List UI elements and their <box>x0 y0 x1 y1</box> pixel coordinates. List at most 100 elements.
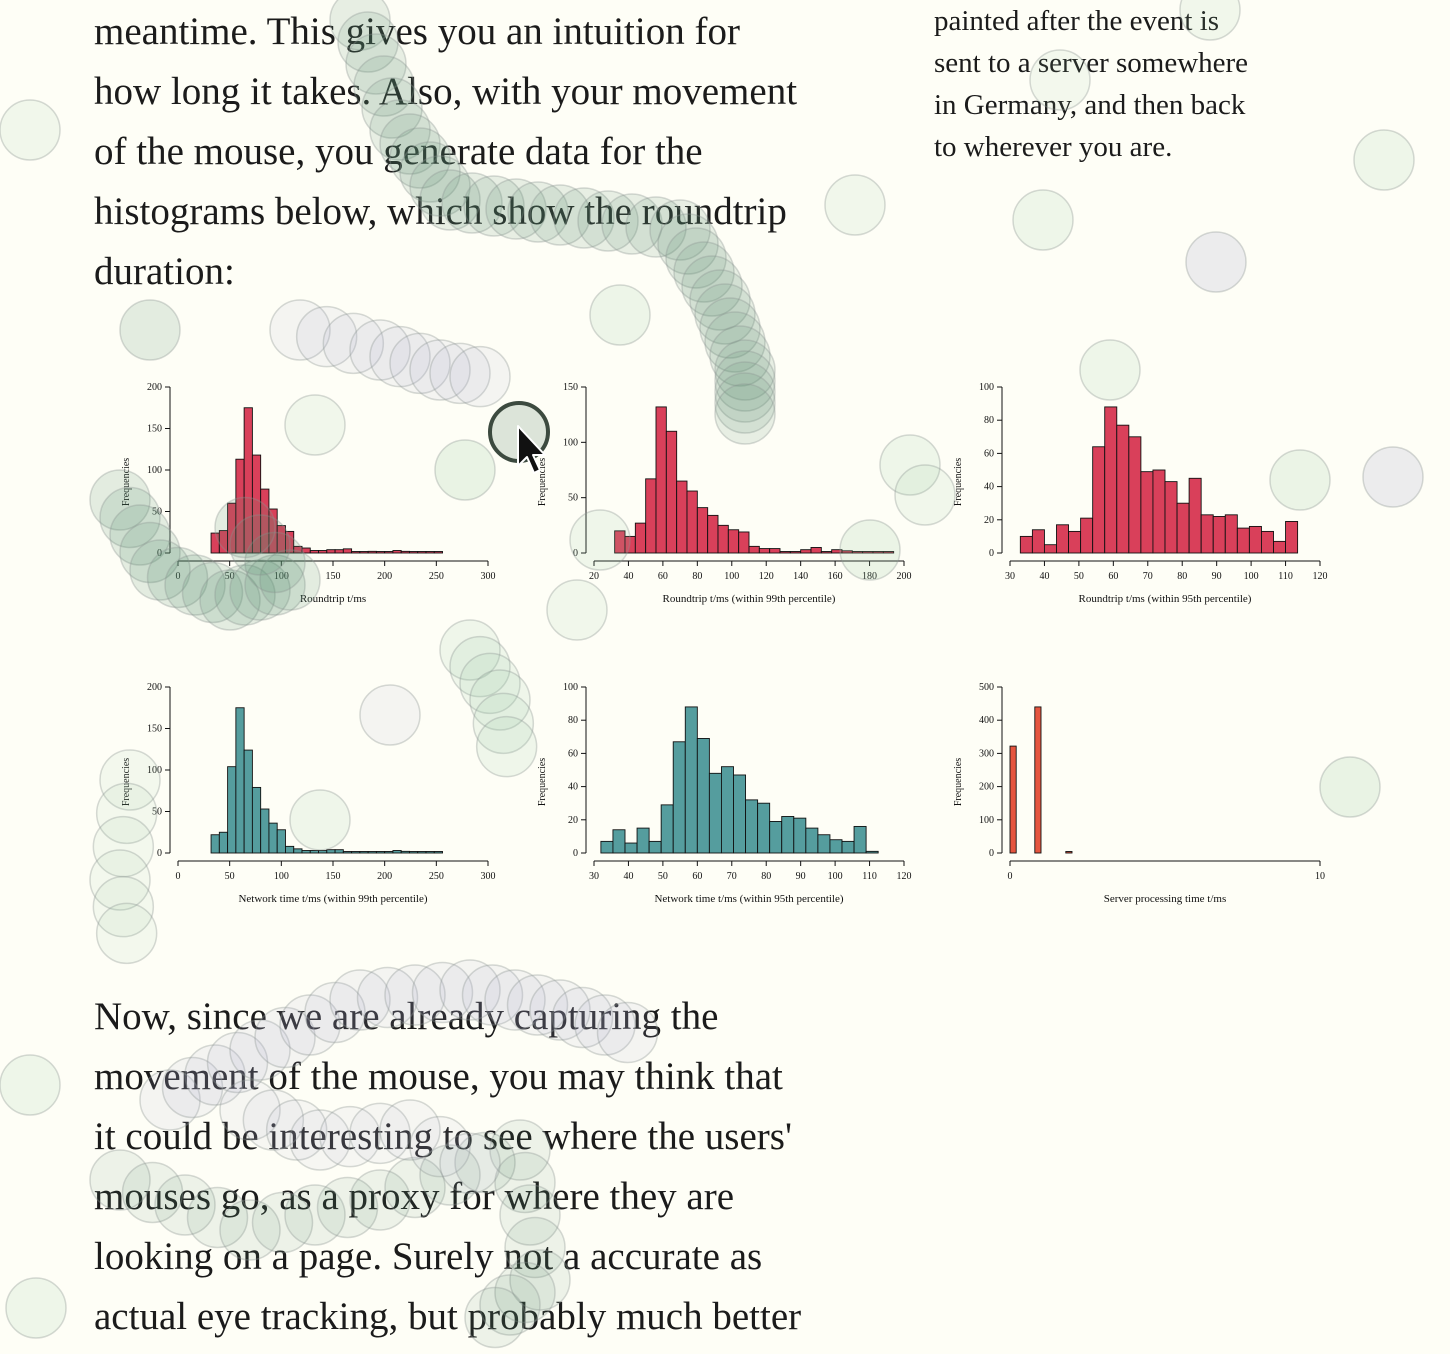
y-tick-label: 60 <box>568 748 578 759</box>
histogram-bar <box>276 829 286 854</box>
histogram-bar <box>293 848 303 854</box>
histogram-bar <box>251 454 262 554</box>
x-axis-label: Roundtrip t/ms <box>300 593 366 605</box>
y-tick-label: 400 <box>979 715 994 726</box>
y-tick-label: 0 <box>157 848 162 859</box>
x-tick-label: 250 <box>429 871 444 882</box>
y-tick-label: 60 <box>984 448 994 459</box>
y-tick-label: 100 <box>147 765 162 776</box>
histogram-bar <box>409 851 419 854</box>
paragraph-line: histograms below, which show the roundtr… <box>94 190 787 233</box>
x-tick-label: 100 <box>828 871 843 882</box>
histogram-bar <box>1260 530 1274 554</box>
paragraph-line: duration: <box>94 250 235 293</box>
trail-dot <box>295 305 358 368</box>
histogram-bar <box>1068 530 1082 554</box>
histogram-bar <box>1104 406 1118 554</box>
histogram-bar <box>285 845 295 854</box>
paragraph-mouse-tracking: Now, since we are already capturing the … <box>94 987 874 1347</box>
histogram-bar <box>676 480 688 554</box>
histogram-bar <box>800 549 812 554</box>
histogram-bar <box>243 407 253 554</box>
x-tick-label: 20 <box>589 571 599 582</box>
y-axis-label: Frequencies <box>953 758 964 806</box>
x-tick-label: 110 <box>862 871 877 882</box>
trail-dot <box>1185 231 1247 293</box>
trail-dot <box>269 299 331 361</box>
sidenote-line: sent to a server somewhere <box>934 47 1249 79</box>
trail-dot <box>119 299 181 361</box>
y-tick-label: 80 <box>984 415 994 426</box>
histogram-bar <box>301 850 311 854</box>
y-tick-label: 80 <box>568 715 578 726</box>
x-axis-label: Roundtrip t/ms (within 95th percentile) <box>1079 593 1252 605</box>
histogram-bar <box>717 524 729 554</box>
y-tick-label: 20 <box>984 515 994 526</box>
histogram-bar <box>634 522 647 554</box>
histogram-bar <box>334 549 344 554</box>
x-tick-label: 50 <box>225 871 235 882</box>
histogram-bar <box>367 851 377 854</box>
sidenote-line: in Germany, and then back <box>934 89 1246 121</box>
histogram-bar <box>636 827 650 854</box>
histogram-bar <box>612 829 626 854</box>
histogram-bar <box>326 849 336 854</box>
histogram-bar <box>326 549 336 554</box>
histogram-bar <box>1273 540 1287 554</box>
histogram-bar <box>655 406 667 554</box>
mouse-pointer-icon <box>488 401 550 474</box>
histogram-bar <box>769 821 783 854</box>
histogram-bar <box>696 507 709 554</box>
x-tick-label: 70 <box>727 871 737 882</box>
histogram-bar <box>793 817 807 854</box>
histogram-bar <box>433 851 443 854</box>
y-tick-label: 0 <box>573 548 578 559</box>
histogram-bar <box>268 822 278 854</box>
histogram-bar <box>227 502 237 554</box>
histogram-bar <box>1224 514 1238 554</box>
histogram-bar <box>1065 851 1073 854</box>
histogram-bar <box>614 530 626 554</box>
histogram-bar <box>1116 424 1130 554</box>
x-axis-label: Network time t/ms (within 95th percentil… <box>654 893 843 905</box>
histogram-bar <box>268 508 278 554</box>
histogram-bar <box>696 738 710 854</box>
x-tick-label: 50 <box>1074 571 1084 582</box>
histogram-bar <box>409 551 419 554</box>
x-tick-label: 0 <box>176 871 181 882</box>
x-tick-label: 30 <box>589 871 599 882</box>
x-tick-label: 100 <box>1244 571 1259 582</box>
histogram-bar <box>210 532 220 554</box>
x-tick-label: 30 <box>1005 571 1015 582</box>
histogram-bar <box>1009 745 1017 854</box>
x-tick-label: 200 <box>897 571 912 582</box>
histogram-bar <box>727 529 740 554</box>
histogram-bar <box>218 831 229 854</box>
y-axis-label: Frequencies <box>537 458 548 506</box>
histogram-bar <box>367 550 377 554</box>
histogram-bar <box>1188 477 1202 554</box>
y-tick-label: 150 <box>147 424 162 435</box>
histogram-bar <box>1248 525 1262 554</box>
y-tick-label: 50 <box>568 493 578 504</box>
x-tick-label: 70 <box>1143 571 1153 582</box>
histogram-bar <box>318 550 328 554</box>
y-tick-label: 40 <box>568 782 578 793</box>
x-axis-label: Network time t/ms (within 99th percentil… <box>238 893 427 905</box>
y-tick-label: 0 <box>157 548 162 559</box>
histogram-bar <box>1034 706 1042 854</box>
x-tick-label: 200 <box>377 871 392 882</box>
x-tick-label: 60 <box>1108 571 1118 582</box>
histogram-bar <box>720 766 734 854</box>
histogram-bar <box>1092 446 1106 554</box>
x-tick-label: 300 <box>481 871 496 882</box>
y-tick-label: 100 <box>563 437 578 448</box>
histogram-bar <box>384 851 394 854</box>
y-tick-label: 300 <box>979 748 994 759</box>
x-tick-label: 10 <box>1315 871 1325 882</box>
histogram-bar <box>301 547 311 554</box>
x-tick-label: 50 <box>225 571 235 582</box>
histogram-bar <box>1212 516 1226 554</box>
y-tick-label: 50 <box>152 807 162 818</box>
histogram-bar <box>829 839 843 854</box>
